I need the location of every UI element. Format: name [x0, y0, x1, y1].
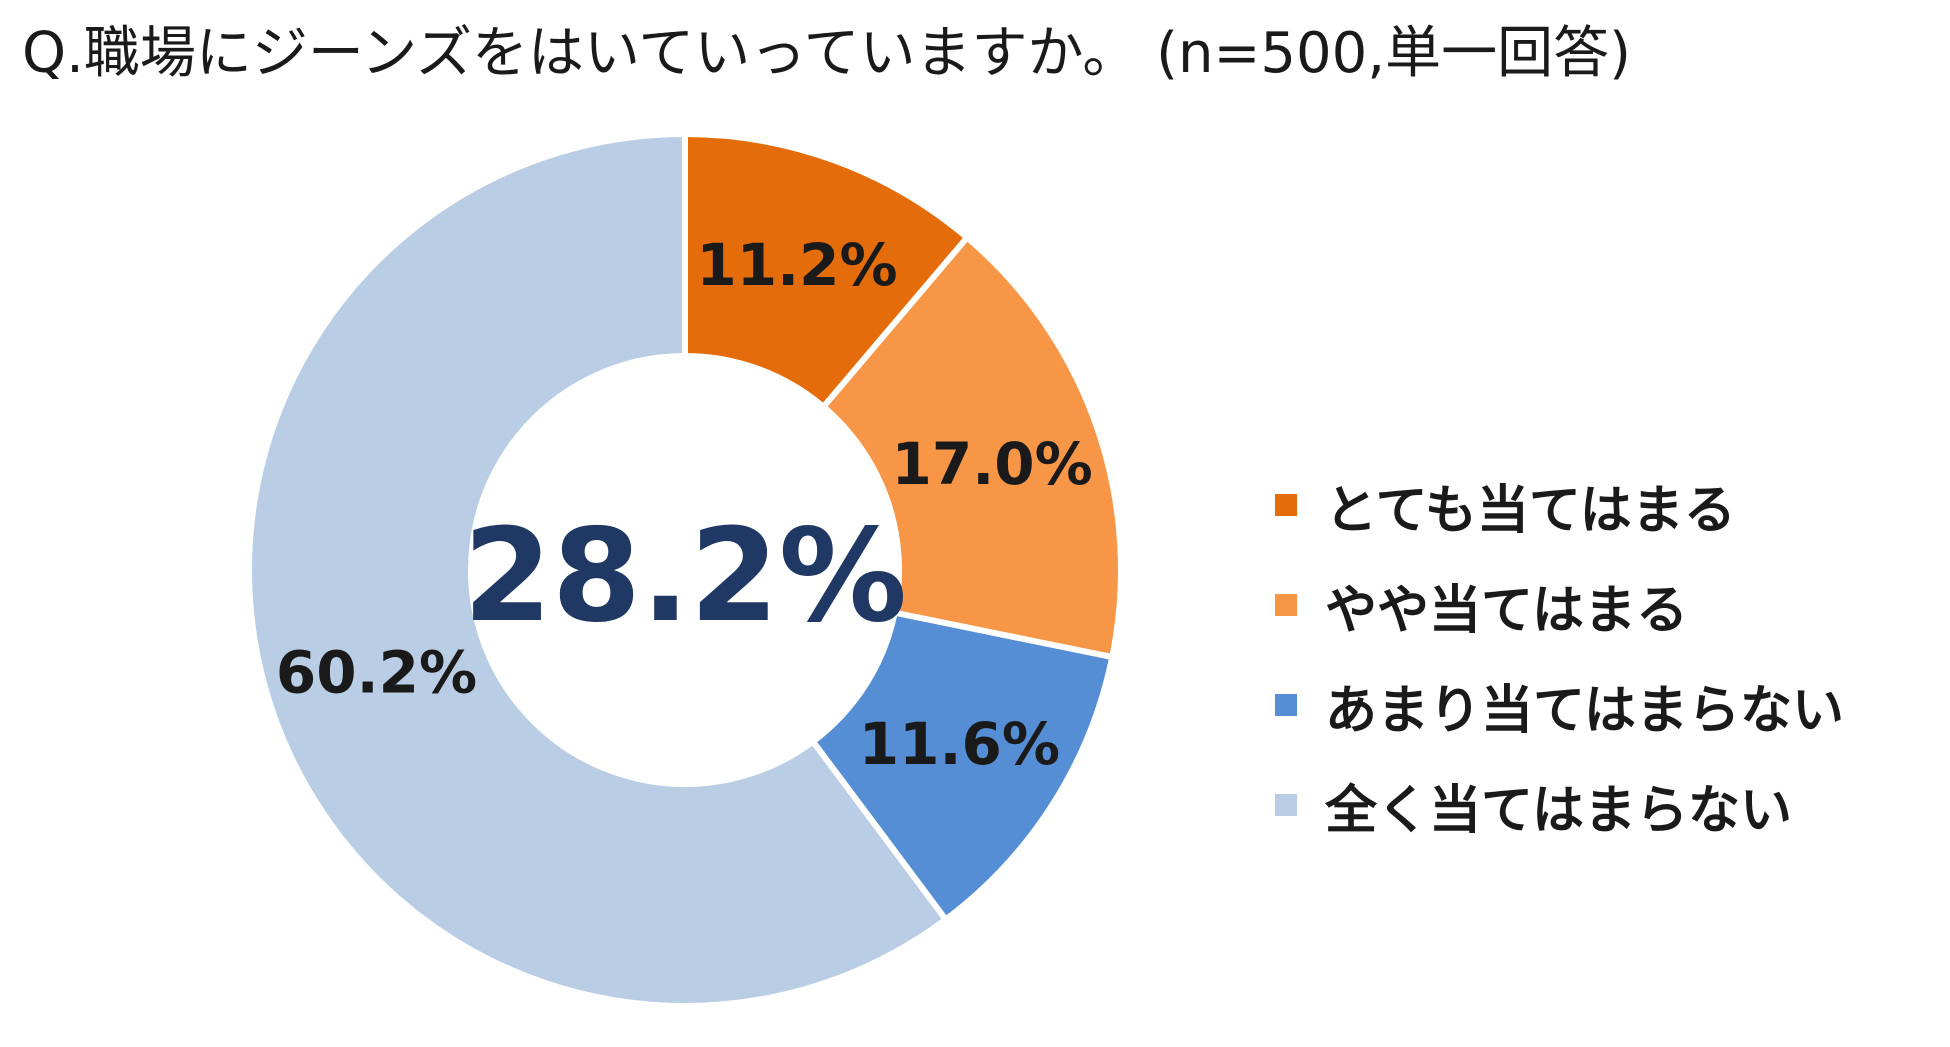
legend-item-3: あまり当てはまらない: [1275, 655, 1844, 755]
slice-4: [246, 130, 950, 1009]
legend-swatch-2: [1275, 594, 1297, 616]
legend-label-2: やや当てはまる: [1325, 580, 1688, 641]
legend-swatch-3: [1275, 694, 1297, 716]
legend-swatch-1: [1275, 494, 1297, 516]
legend-item-1: とても当てはまる: [1275, 455, 1844, 555]
slice-2: [819, 233, 1125, 661]
chart-title: Q.職場にジーンズをはいていっていますか。 (n=500,単一回答): [22, 21, 1631, 86]
legend-item-2: やや当てはまる: [1275, 555, 1844, 655]
slice-label-3: 11.6%: [859, 710, 1060, 778]
legend-label-4: 全く当てはまらない: [1325, 780, 1792, 841]
legend-item-4: 全く当てはまらない: [1275, 755, 1844, 855]
slice-label-2: 17.0%: [892, 430, 1093, 498]
slice-label-4: 60.2%: [276, 638, 477, 706]
legend-label-1: とても当てはまる: [1325, 480, 1736, 541]
slice-1: [682, 130, 972, 412]
slice-3: [808, 609, 1116, 924]
center-label: 28.2%: [463, 502, 907, 651]
slice-label-1: 11.2%: [696, 231, 897, 299]
legend: とても当てはまる やや当てはまるあまり当てはまらない 全く当てはまらない: [1275, 455, 1844, 855]
slices-group: [246, 130, 1125, 1009]
slice-labels-group: 11.2% 17.0% 11.6% 60.2%: [276, 231, 1093, 778]
legend-swatch-4: [1275, 794, 1297, 816]
legend-label-3: あまり当てはまらない: [1325, 680, 1844, 741]
